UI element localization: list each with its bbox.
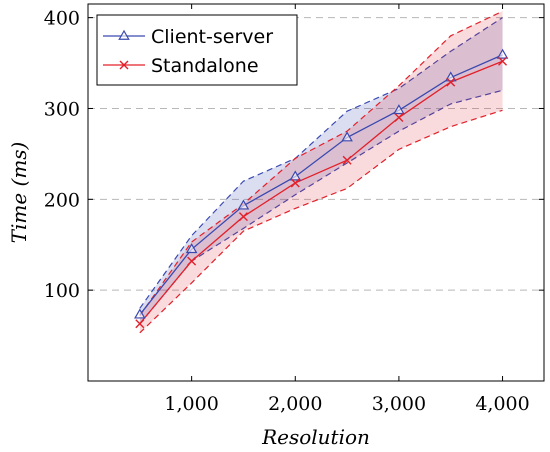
y-axis-label-unit: (ms) [7, 142, 31, 187]
band-lower-0 [139, 89, 503, 325]
y-axis-label-main: Time [7, 193, 31, 244]
y-tick-label: 400 [44, 8, 80, 30]
data-point-0-4 [341, 131, 353, 142]
y-tick-label: 300 [44, 98, 80, 120]
legend-box [96, 14, 298, 86]
data-point-1-1 [187, 256, 197, 266]
band-upper-1 [139, 10, 503, 316]
x-tick-label: 1,000 [164, 393, 218, 415]
band-upper-0 [139, 17, 503, 309]
data-point-1-0 [135, 319, 145, 329]
x-tick-label: 3,000 [372, 393, 426, 415]
plot-frame [87, 3, 545, 382]
y-tick-label: 100 [44, 280, 80, 302]
x-axis-label: Resolution [261, 425, 370, 449]
series-markers [134, 48, 509, 329]
data-point-1-4 [342, 155, 352, 165]
x-axis-ticks: 1,000 2,000 3,000 4,000 [164, 4, 530, 415]
data-point-1-2 [238, 212, 248, 222]
y-tick-label: 200 [44, 189, 80, 211]
y-axis-ticks: 100 200 300 400 [44, 8, 544, 302]
series-line-0 [139, 54, 503, 316]
legend: Client-server Standalone [96, 14, 298, 86]
data-point-0-1 [185, 243, 198, 254]
data-point-0-0 [134, 308, 146, 319]
data-point-1-6 [446, 77, 456, 87]
series-line-1 [139, 60, 503, 325]
data-point-0-2 [237, 199, 250, 210]
legend-label: Standalone [151, 55, 259, 77]
x-tick-label: 4,000 [475, 393, 529, 415]
legend-marker-1 [119, 60, 129, 70]
legend-label: Client-server [151, 26, 273, 48]
data-point-1-5 [394, 113, 404, 123]
band-0 [139, 17, 503, 324]
data-point-0-5 [393, 104, 405, 115]
x-tick-label: 2,000 [268, 393, 322, 415]
data-point-0-3 [289, 170, 302, 181]
data-point-1-7 [498, 56, 508, 66]
legend-marker-0 [118, 29, 130, 40]
series-lines [139, 54, 503, 325]
data-point-0-7 [496, 48, 509, 59]
data-point-1-3 [290, 178, 300, 188]
band-lower-1 [139, 109, 503, 334]
y-axis-label: Time (ms) [7, 142, 31, 244]
